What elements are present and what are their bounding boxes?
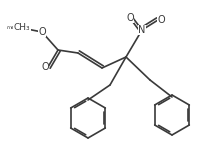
Text: O: O: [157, 15, 165, 25]
Text: methyl: methyl: [6, 24, 26, 29]
Text: O: O: [38, 27, 46, 37]
Text: methyl: methyl: [8, 24, 26, 29]
Text: O: O: [126, 13, 134, 23]
Text: N: N: [138, 25, 146, 35]
Text: CH₃: CH₃: [14, 22, 30, 32]
Text: O: O: [41, 62, 49, 72]
